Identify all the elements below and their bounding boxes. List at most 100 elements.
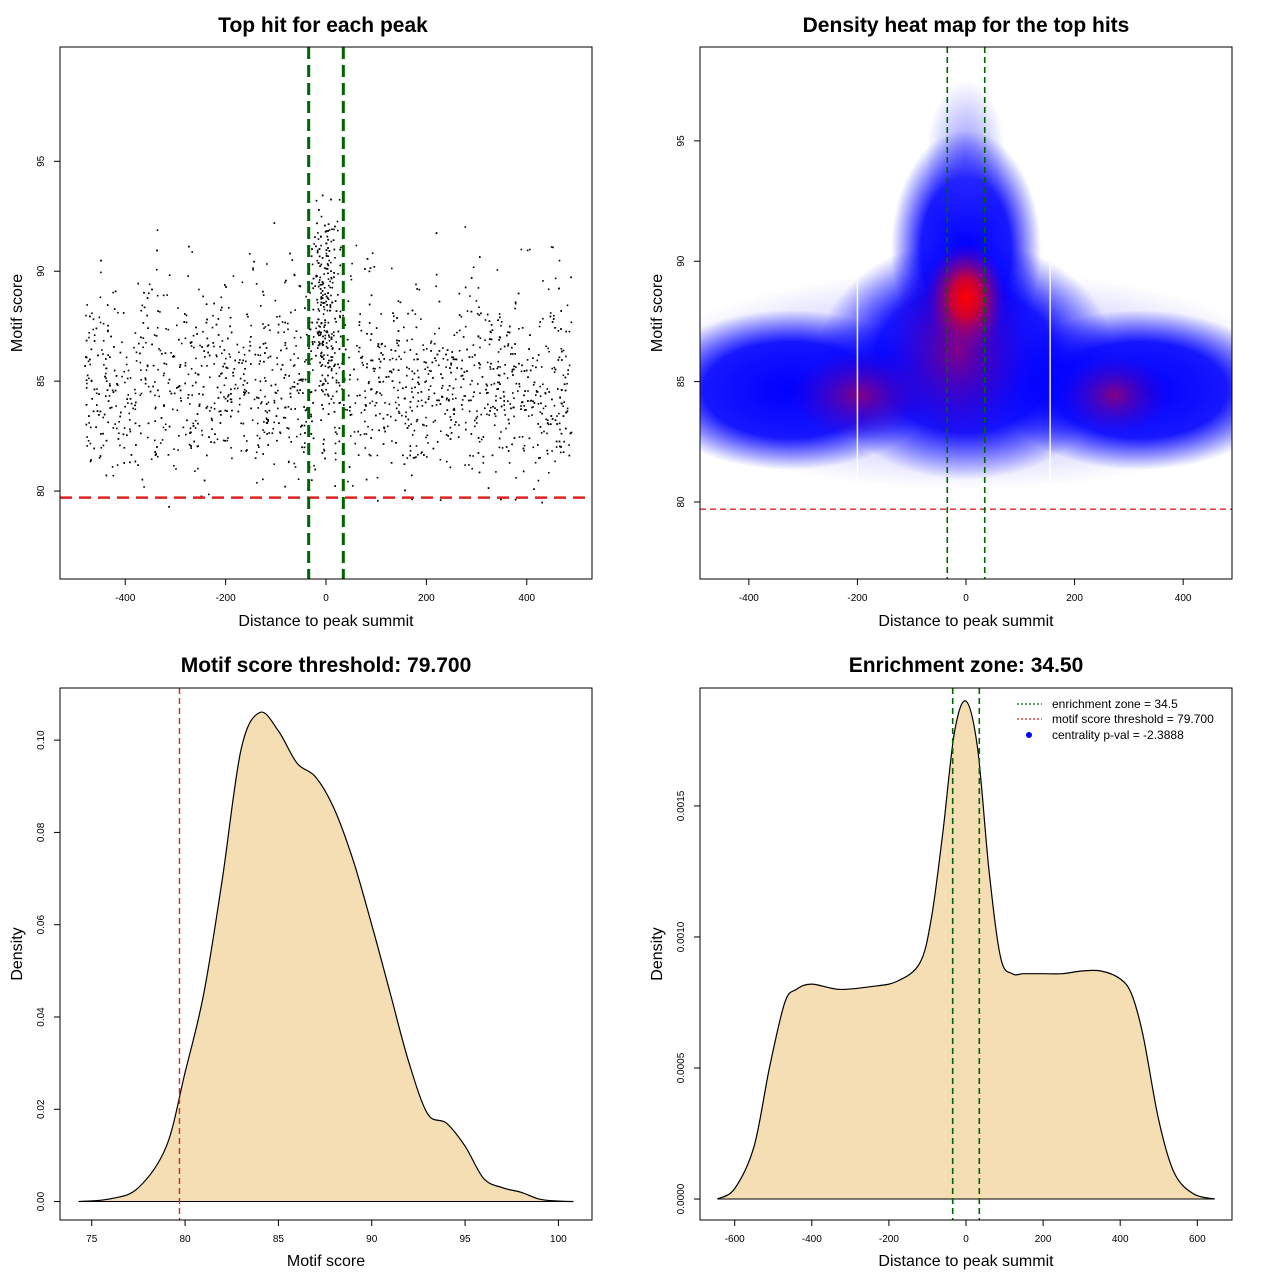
scatter-point bbox=[566, 382, 568, 385]
scatter-point bbox=[211, 428, 213, 430]
scatter-point bbox=[391, 380, 394, 382]
scatter-point bbox=[210, 406, 213, 409]
x-tick-label: 95 bbox=[460, 1234, 472, 1245]
scatter-point bbox=[326, 347, 329, 349]
scatter-point bbox=[137, 464, 139, 466]
scatter-point bbox=[316, 347, 319, 349]
scatter-point bbox=[425, 380, 427, 382]
scatter-point bbox=[464, 226, 467, 228]
scatter-point bbox=[450, 371, 452, 374]
scatter-point bbox=[357, 430, 359, 433]
scatter-point bbox=[468, 356, 471, 358]
scatter-point bbox=[154, 407, 157, 410]
scatter-point bbox=[322, 382, 324, 385]
scatter-point bbox=[208, 436, 210, 438]
scatter-point bbox=[103, 364, 105, 366]
y-tick-label: 80 bbox=[676, 496, 687, 508]
scatter-point bbox=[479, 337, 482, 339]
scatter-point bbox=[368, 270, 371, 273]
scatter-point bbox=[339, 401, 342, 404]
scatter-point bbox=[184, 362, 187, 364]
scatter-point bbox=[490, 324, 493, 326]
scatter-point bbox=[231, 409, 233, 412]
scatter-point bbox=[318, 209, 320, 211]
scatter-point bbox=[425, 361, 427, 364]
scatter-point bbox=[476, 422, 478, 424]
scatter-point bbox=[371, 388, 373, 390]
scatter-point bbox=[156, 268, 158, 271]
scatter-point bbox=[87, 360, 90, 363]
scatter-point bbox=[92, 318, 95, 321]
scatter-point bbox=[225, 377, 227, 379]
scatter-point bbox=[349, 374, 351, 376]
scatter-point bbox=[417, 453, 419, 456]
scatter-point bbox=[560, 328, 562, 330]
scatter-point bbox=[503, 400, 505, 402]
scatter-point bbox=[285, 347, 288, 350]
scatter-point bbox=[241, 281, 244, 284]
scatter-point bbox=[545, 418, 547, 421]
scatter-point bbox=[240, 422, 242, 425]
scatter-point bbox=[277, 323, 280, 326]
scatter-point bbox=[330, 367, 333, 370]
scatter-point bbox=[399, 301, 402, 304]
scatter-point bbox=[161, 353, 163, 355]
scatter-point bbox=[316, 222, 318, 225]
scatter-point bbox=[253, 260, 255, 263]
scatter-point bbox=[135, 351, 138, 354]
scatter-point bbox=[247, 316, 249, 318]
scatter-point bbox=[367, 382, 370, 385]
scatter-point bbox=[265, 418, 268, 421]
scatter-point bbox=[553, 314, 555, 317]
scatter-point bbox=[318, 343, 321, 346]
scatter-point bbox=[328, 229, 331, 231]
scatter-point bbox=[267, 401, 270, 404]
scatter-point bbox=[147, 327, 149, 329]
scatter-point bbox=[532, 446, 535, 449]
scatter-point bbox=[326, 309, 329, 312]
scatter-point bbox=[223, 362, 226, 365]
scatter-point bbox=[480, 438, 483, 441]
scatter-point bbox=[262, 478, 264, 481]
scatter-point bbox=[430, 370, 432, 372]
scatter-point bbox=[250, 407, 252, 410]
scatter-point bbox=[434, 333, 436, 335]
scatter-point bbox=[112, 427, 115, 429]
scatter-point bbox=[265, 417, 268, 419]
scatter-point bbox=[361, 355, 364, 358]
scatter-point bbox=[455, 421, 457, 423]
scatter-point bbox=[316, 259, 319, 262]
scatter-point bbox=[565, 355, 567, 358]
scatter-point bbox=[493, 424, 496, 426]
scatter-point bbox=[454, 358, 456, 361]
scatter-point bbox=[119, 444, 121, 447]
scatter-point bbox=[417, 381, 419, 384]
scatter-point bbox=[90, 348, 93, 351]
scatter-point bbox=[207, 351, 209, 354]
scatter-point bbox=[334, 363, 336, 366]
scatter-point bbox=[121, 375, 123, 378]
scatter-point bbox=[315, 275, 317, 278]
scatter-point bbox=[474, 354, 476, 356]
x-tick-label: 80 bbox=[180, 1234, 192, 1245]
scatter-point bbox=[318, 281, 320, 284]
scatter-point bbox=[223, 396, 225, 398]
scatter-point bbox=[464, 325, 467, 328]
scatter-point bbox=[105, 367, 107, 370]
scatter-point bbox=[342, 314, 344, 317]
scatter-title: Top hit for each peak bbox=[218, 14, 428, 37]
scatter-point bbox=[489, 410, 491, 412]
scatter-point bbox=[546, 388, 549, 390]
scatter-point bbox=[388, 370, 391, 373]
scatter-point bbox=[330, 398, 333, 400]
scatter-point bbox=[142, 346, 144, 349]
scatter-point bbox=[562, 349, 565, 352]
scatter-point bbox=[323, 438, 325, 441]
scatter-point bbox=[490, 383, 493, 386]
scatter-point bbox=[470, 433, 473, 435]
score-density-y-label: Density bbox=[9, 927, 26, 980]
scatter-point bbox=[323, 326, 325, 328]
scatter-point bbox=[479, 392, 481, 394]
scatter-point bbox=[190, 345, 193, 347]
scatter-point bbox=[221, 372, 223, 374]
